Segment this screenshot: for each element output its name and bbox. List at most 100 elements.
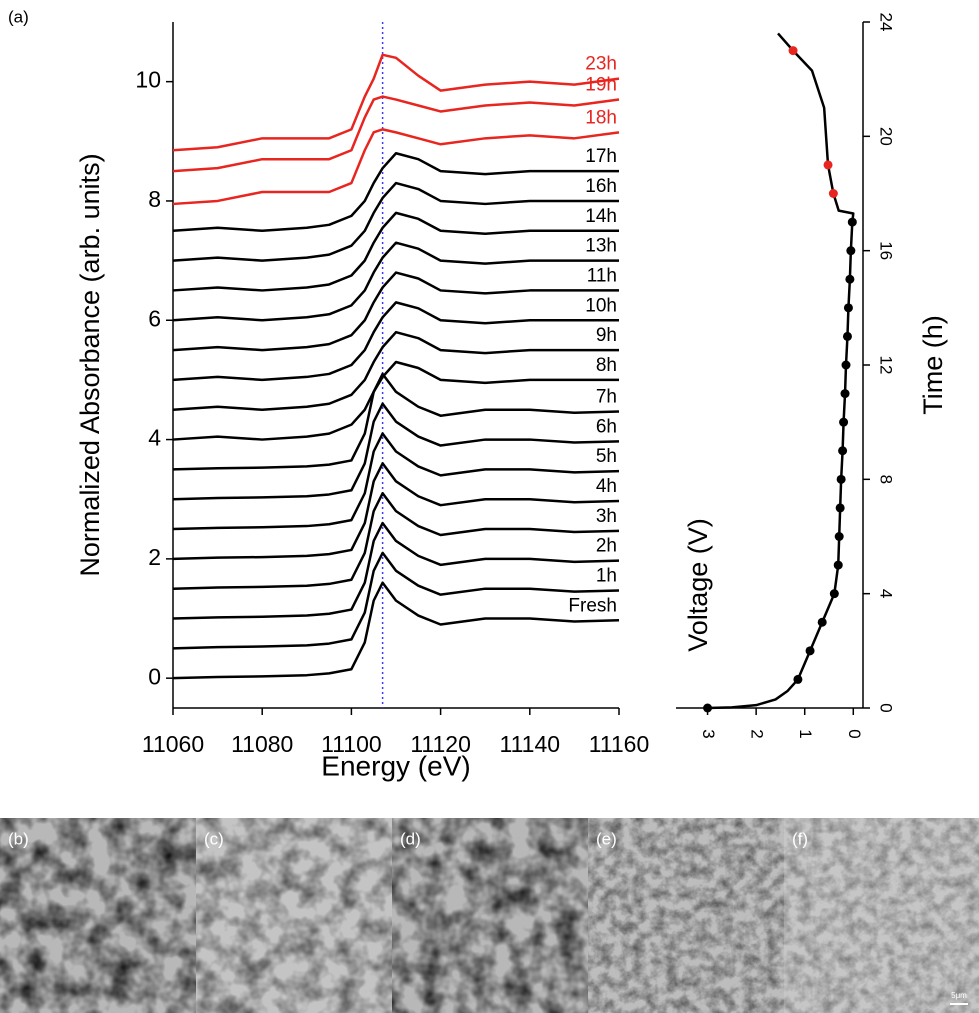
micrograph-texture bbox=[784, 818, 979, 1013]
y-axis-label: Time (h) bbox=[918, 315, 948, 415]
data-point bbox=[829, 589, 839, 599]
micrograph-texture bbox=[0, 818, 196, 1013]
series-line bbox=[172, 432, 620, 531]
series-line bbox=[172, 492, 620, 590]
series-label: 11h bbox=[587, 265, 617, 286]
data-point bbox=[845, 274, 855, 284]
y-tick-label: 4 bbox=[877, 589, 896, 598]
series-label: 8h bbox=[596, 355, 617, 376]
y-tick-label: 12 bbox=[877, 356, 896, 375]
series-label: 18h bbox=[585, 107, 617, 128]
data-point bbox=[843, 303, 853, 313]
y-tick-label: 8 bbox=[877, 475, 896, 484]
series-line bbox=[172, 462, 620, 561]
data-point bbox=[838, 446, 848, 456]
image-label: (b) bbox=[8, 829, 29, 848]
series-label: 17h bbox=[585, 146, 617, 167]
data-point bbox=[839, 417, 849, 427]
series-label: 23h bbox=[585, 54, 617, 75]
data-point bbox=[828, 189, 838, 198]
series-line bbox=[172, 301, 619, 382]
series-label: 1h bbox=[596, 566, 617, 587]
series-label: Fresh bbox=[568, 595, 617, 616]
panel-label: (a) bbox=[8, 7, 29, 26]
micrograph-texture bbox=[392, 818, 588, 1013]
series-label: 2h bbox=[596, 536, 617, 557]
data-point bbox=[817, 617, 827, 627]
x-tick-label: 11140 bbox=[500, 731, 561, 757]
series-line bbox=[172, 211, 619, 292]
series-label: 14h bbox=[585, 206, 617, 227]
x-tick-label: 11080 bbox=[231, 731, 293, 757]
data-point bbox=[833, 560, 843, 570]
x-tick-label: 11160 bbox=[589, 731, 650, 757]
x-axis-label: Energy (eV) bbox=[321, 750, 470, 781]
data-point bbox=[842, 331, 852, 341]
series-label: 9h bbox=[596, 325, 617, 346]
series-line bbox=[172, 181, 619, 262]
x-tick-label: 0 bbox=[845, 729, 864, 738]
series-label: 7h bbox=[596, 387, 617, 408]
y-tick-label: 0 bbox=[877, 703, 896, 712]
series-label: 4h bbox=[596, 476, 617, 497]
data-point bbox=[847, 217, 857, 227]
series-label: 3h bbox=[596, 506, 617, 527]
y-tick-label: 20 bbox=[877, 127, 896, 146]
y-tick-label: 10 bbox=[135, 67, 161, 93]
data-point bbox=[788, 46, 798, 56]
series-line bbox=[172, 581, 620, 680]
x-tick-label: 11100 bbox=[321, 731, 382, 757]
image-label: (c) bbox=[204, 829, 224, 848]
y-tick-label: 2 bbox=[148, 544, 161, 570]
series-line bbox=[172, 551, 620, 650]
data-point bbox=[835, 503, 845, 513]
series-line bbox=[172, 95, 620, 173]
y-tick-label: 4 bbox=[148, 425, 161, 451]
series-line bbox=[707, 32, 855, 710]
series-label: 5h bbox=[596, 446, 617, 467]
series-line bbox=[172, 128, 620, 206]
image-label: (e) bbox=[596, 829, 617, 848]
micrograph-texture bbox=[196, 818, 392, 1013]
image-row: 5μm bbox=[0, 818, 979, 1013]
series-line bbox=[172, 53, 620, 152]
series-line bbox=[172, 521, 620, 620]
x-axis-label: Voltage (V) bbox=[683, 518, 713, 652]
scale-bar-label: 5μm bbox=[951, 991, 967, 1000]
data-point bbox=[841, 360, 851, 370]
series-label: 6h bbox=[596, 416, 617, 437]
data-point bbox=[834, 532, 844, 541]
micrograph-texture bbox=[588, 818, 784, 1013]
y-tick-label: 8 bbox=[148, 186, 161, 212]
y-tick-label: 0 bbox=[148, 663, 161, 689]
series-label: 19h bbox=[585, 75, 617, 96]
series-label: 10h bbox=[585, 295, 617, 316]
y-tick-label: 24 bbox=[877, 13, 896, 32]
y-tick-label: 16 bbox=[877, 241, 896, 260]
series-line bbox=[172, 271, 619, 352]
x-tick-label: 11060 bbox=[142, 731, 204, 757]
data-point bbox=[823, 160, 833, 170]
data-point bbox=[836, 474, 846, 484]
data-point bbox=[793, 674, 803, 684]
series-label: 16h bbox=[585, 176, 617, 197]
series-line bbox=[172, 241, 619, 322]
y-axis-label: Normalized Absorbance (arb. units) bbox=[75, 153, 105, 576]
series-line bbox=[172, 402, 620, 501]
data-point bbox=[805, 646, 815, 656]
image-label: (f) bbox=[792, 829, 808, 848]
x-tick-label: 1 bbox=[796, 729, 815, 738]
x-tick-label: 11120 bbox=[410, 731, 471, 757]
data-point bbox=[846, 246, 856, 256]
x-tick-label: 2 bbox=[748, 729, 767, 738]
series-label: 13h bbox=[585, 236, 617, 257]
y-tick-label: 6 bbox=[148, 305, 161, 331]
series-line bbox=[172, 151, 619, 233]
image-label: (d) bbox=[400, 829, 421, 848]
series-line bbox=[172, 330, 619, 411]
data-point bbox=[703, 703, 713, 713]
series-line bbox=[172, 360, 619, 441]
x-tick-label: 3 bbox=[699, 729, 718, 738]
data-point bbox=[840, 389, 850, 399]
